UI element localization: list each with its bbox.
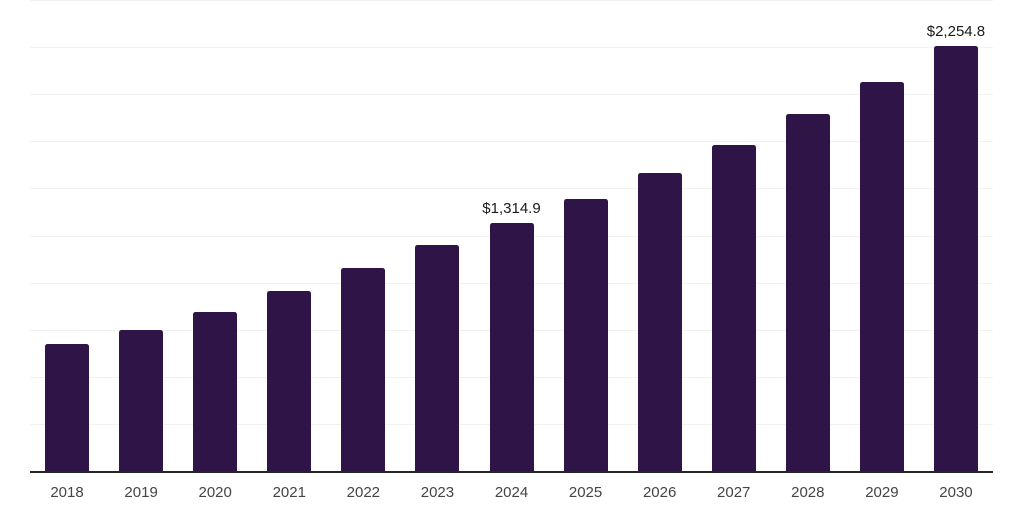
gridline-2000 xyxy=(30,94,993,96)
gridline-2250 xyxy=(30,47,993,49)
bar-2020 xyxy=(193,311,238,471)
bar-2025 xyxy=(563,198,608,471)
x-tick-2019: 2019 xyxy=(124,484,158,501)
x-tick-2021: 2021 xyxy=(272,484,306,501)
bar-2023 xyxy=(415,244,460,471)
x-tick-2029: 2029 xyxy=(865,484,899,501)
bar-2027 xyxy=(711,145,756,471)
bar-2018 xyxy=(45,343,90,471)
bar-2024 xyxy=(489,223,534,471)
data-label-2030: $2,254.8 xyxy=(926,23,986,41)
x-tick-2022: 2022 xyxy=(346,484,381,501)
bar-2028 xyxy=(785,113,830,471)
bar-2019 xyxy=(119,329,164,471)
plot-area: 2018 2019 2020 2021 2022 2023 $1,314.9 2024 2025… xyxy=(30,0,993,501)
bar-2030 xyxy=(933,46,978,471)
bar-2021 xyxy=(267,291,312,471)
x-tick-2026: 2026 xyxy=(642,484,677,501)
bar-2026 xyxy=(637,173,682,471)
x-tick-2027: 2027 xyxy=(717,484,751,501)
x-tick-2023: 2023 xyxy=(420,484,455,501)
x-tick-2025: 2025 xyxy=(568,484,603,501)
bar-2022 xyxy=(341,267,386,471)
x-tick-2030: 2030 xyxy=(939,484,973,501)
gridline-2500 xyxy=(30,0,993,1)
gridline-1750 xyxy=(30,141,993,143)
x-tick-2018: 2018 xyxy=(50,484,84,501)
gridline-1500 xyxy=(30,188,993,190)
x-tick-2020: 2020 xyxy=(198,484,232,501)
bar-2029 xyxy=(859,81,904,471)
data-label-2024: $1,314.9 xyxy=(482,200,541,218)
x-tick-2028: 2028 xyxy=(791,484,825,501)
x-tick-2024: 2024 xyxy=(494,484,529,501)
x-axis-line xyxy=(30,471,993,473)
